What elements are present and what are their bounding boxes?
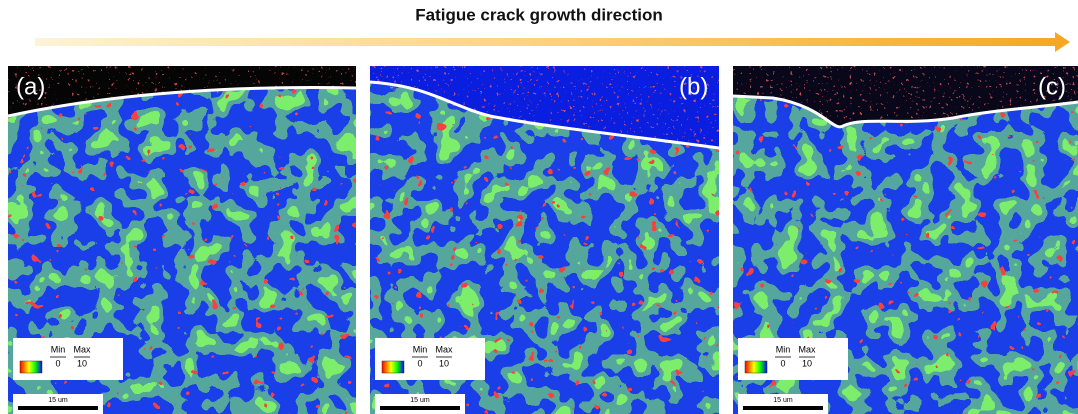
- figure: Fatigue crack growth direction (a) Min Max…: [0, 0, 1078, 414]
- kam-map: (c) Min Max 0 10 15 um: [733, 66, 1078, 414]
- legend-max-value: 10: [77, 358, 87, 368]
- legend-min-label: Min: [413, 344, 428, 354]
- legend-box: [13, 338, 123, 380]
- legend-max-label: Max: [73, 344, 91, 354]
- legend-max-value: 10: [802, 358, 812, 368]
- legend-min-label: Min: [776, 344, 791, 354]
- legend-min-value: 0: [55, 358, 60, 368]
- panel-label: (b): [679, 73, 708, 100]
- scale-bar-label: 15 um: [48, 397, 68, 404]
- scale-bar: [743, 406, 823, 410]
- color-scale: [382, 361, 404, 373]
- legend-max-label: Max: [798, 344, 816, 354]
- figure-title: Fatigue crack growth direction: [415, 5, 663, 24]
- kam-map: (a) Min Max 0 10 15 um: [8, 66, 356, 414]
- panel-label: (c): [1038, 73, 1066, 100]
- legend-min-value: 0: [417, 358, 422, 368]
- legend-box: [375, 338, 485, 380]
- legend-min-label: Min: [51, 344, 66, 354]
- legend-box: [738, 338, 848, 380]
- scale-bar: [380, 406, 460, 410]
- direction-arrow: [35, 32, 1070, 52]
- color-scale: [745, 361, 767, 373]
- kam-map: (b) Min Max 0 10 15 um: [370, 66, 719, 414]
- legend-max-value: 10: [439, 358, 449, 368]
- color-scale: [20, 361, 42, 373]
- panel-label: (a): [16, 73, 45, 100]
- scale-bar: [18, 406, 98, 410]
- scale-bar-label: 15 um: [410, 397, 430, 404]
- legend-min-value: 0: [780, 358, 785, 368]
- scale-bar-label: 15 um: [773, 397, 793, 404]
- legend-max-label: Max: [435, 344, 453, 354]
